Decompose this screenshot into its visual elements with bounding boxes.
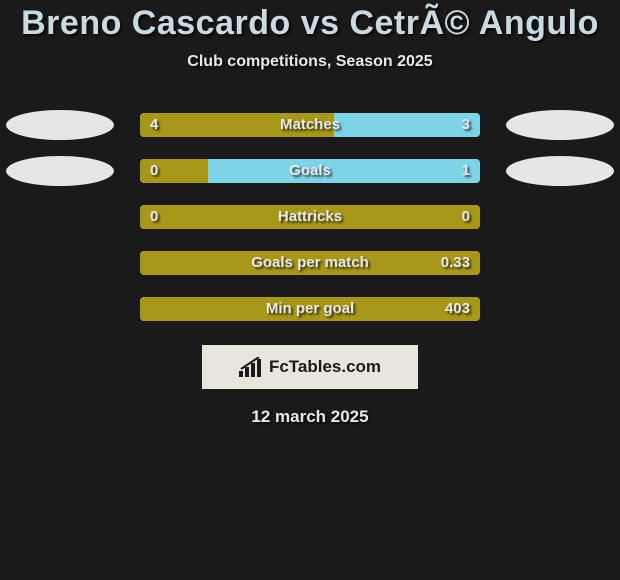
- stat-bar: 0.33Goals per match: [140, 251, 480, 275]
- stat-bar-left-fill: [140, 205, 480, 229]
- stat-bar-right-fill: [334, 113, 480, 137]
- stat-bar-left-fill: [140, 297, 480, 321]
- stat-row: 00Hattricks: [0, 205, 620, 229]
- stat-bar: 43Matches: [140, 113, 480, 137]
- stat-bar-left-fill: [140, 159, 208, 183]
- stat-row: 403Min per goal: [0, 297, 620, 321]
- stat-bar-left-fill: [140, 251, 480, 275]
- page-title: Breno Cascardo vs CetrÃ© Angulo: [0, 4, 620, 43]
- date-text: 12 march 2025: [0, 407, 620, 427]
- club-logo-placeholder-right: [506, 110, 614, 140]
- brand-badge: FcTables.com: [202, 345, 418, 389]
- club-logo-placeholder-right: [506, 156, 614, 186]
- stat-row: 01Goals: [0, 159, 620, 183]
- subtitle: Club competitions, Season 2025: [0, 53, 620, 71]
- stat-row: 43Matches: [0, 113, 620, 137]
- stat-rows: 43Matches 01Goals 00Hattricks 0.33Goals per…: [0, 113, 620, 321]
- stat-bar-left-fill: [140, 113, 334, 137]
- comparison-infographic: Breno Cascardo vs CetrÃ© Angulo Club com…: [0, 0, 620, 427]
- club-logo-placeholder-left: [6, 156, 114, 186]
- stat-bar: 01Goals: [140, 159, 480, 183]
- brand-chart-icon: [239, 357, 263, 377]
- stat-bar: 403Min per goal: [140, 297, 480, 321]
- stat-bar-right-fill: [208, 159, 480, 183]
- stat-bar: 00Hattricks: [140, 205, 480, 229]
- club-logo-placeholder-left: [6, 110, 114, 140]
- stat-row: 0.33Goals per match: [0, 251, 620, 275]
- brand-text: FcTables.com: [269, 357, 381, 377]
